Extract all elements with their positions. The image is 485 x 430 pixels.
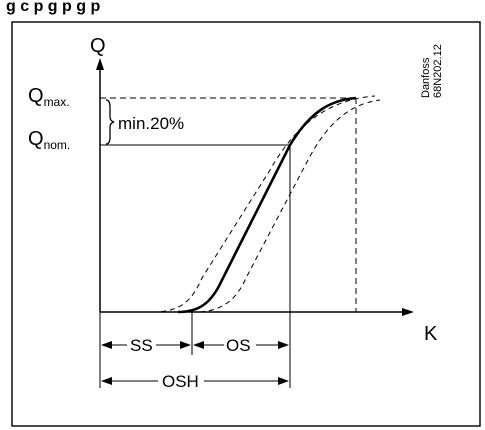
margin-brace [105,99,115,145]
lower-tolerance-curve [199,99,381,313]
os-label: OS [226,336,251,355]
osh-label: OSH [162,372,199,391]
y-axis-arrowhead [96,58,104,70]
maker-label: Danfoss [420,57,432,98]
nominal-characteristic-curve [177,96,357,314]
y-axis-label: Q [90,35,106,57]
margin-note: min.20% [118,114,184,133]
caption-fragment: g c p g p g p [6,0,100,15]
x-axis-label: K [424,323,438,345]
osh-right-arrowhead [278,377,289,385]
ss-right-arrowhead [180,341,191,349]
osh-left-arrowhead [101,377,112,385]
os-left-arrowhead [193,341,204,349]
x-axis-arrowhead [402,308,414,316]
figure-frame [11,21,481,427]
ss-left-arrowhead [101,341,112,349]
q-max-label: Qmax. [28,85,70,109]
os-right-arrowhead [278,341,289,349]
ss-label: SS [130,336,153,355]
drawing-code: 68N202.12 [432,44,444,98]
upper-tolerance-curve [151,95,376,313]
q-nom-label: Qnom. [28,128,70,152]
